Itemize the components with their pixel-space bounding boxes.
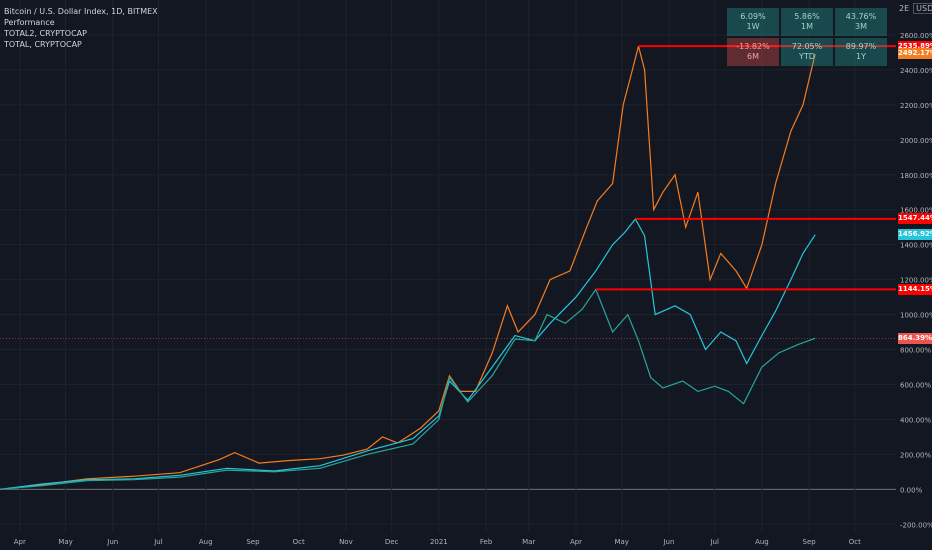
y-tick-label: 2200.00% [900, 102, 932, 110]
price-tag: 1456.92% [898, 229, 932, 241]
chart-legend: Bitcoin / U.S. Dollar Index, 1D, BITMEX … [4, 6, 158, 50]
performance-table: 6.09% 1W 5.86% 1M 43.76% 3M -13.82% 6M 72.05… [727, 8, 887, 66]
series-line-0 [0, 45, 816, 490]
x-tick-label: Sep [246, 538, 260, 546]
series-line-1 [0, 217, 816, 490]
x-tick-label: Mar [522, 538, 535, 546]
x-tick-label: Apr [14, 538, 26, 546]
legend-total2[interactable]: TOTAL2, CRYPTOCAP [4, 29, 87, 38]
x-tick-label: Dec [385, 538, 399, 546]
perf-cell-ytd: 72.05% YTD [781, 38, 833, 66]
x-tick-label: Jun [106, 538, 118, 546]
currency-selector[interactable]: 2E USD [899, 3, 932, 14]
y-tick-label: 1000.00% [900, 312, 932, 320]
legend-main-symbol[interactable]: Bitcoin / U.S. Dollar Index, 1D, BITMEX [4, 7, 158, 16]
y-tick-label: 2400.00% [900, 67, 932, 75]
x-tick-label: Jul [709, 538, 719, 546]
perf-cell-6m: -13.82% 6M [727, 38, 779, 66]
y-tick-label: 1200.00% [900, 277, 932, 285]
legend-indicator[interactable]: Performance [4, 18, 55, 27]
y-tick-label: 0.00% [900, 486, 923, 494]
perf-cell-1w: 6.09% 1W [727, 8, 779, 36]
price-tag: 864.39% [898, 332, 932, 344]
y-tick-label: 600.00% [900, 381, 931, 389]
x-tick-label: May [614, 538, 628, 546]
perf-cell-3m: 43.76% 3M [835, 8, 887, 36]
x-tick-label: Aug [199, 538, 213, 546]
perf-cell-1y: 89.97% 1Y [835, 38, 887, 66]
x-tick-label: Apr [570, 538, 582, 546]
y-tick-label: 1600.00% [900, 207, 932, 215]
zoom-label: 2E [899, 4, 910, 13]
x-tick-label: Jun [662, 538, 674, 546]
y-tick-label: 800.00% [900, 347, 931, 355]
x-tick-label: 2021 [430, 538, 448, 546]
y-tick-label: 1400.00% [900, 242, 932, 250]
price-tag: 2535.89% [898, 40, 932, 52]
x-tick-label: Oct [849, 538, 861, 546]
x-tick-label: Aug [755, 538, 769, 546]
y-tick-label: 2600.00% [900, 32, 932, 40]
price-tag: 1547.44% [898, 213, 932, 225]
series-line-2 [0, 288, 816, 490]
x-tick-label: May [58, 538, 72, 546]
x-tick-label: Nov [339, 538, 353, 546]
x-tick-label: Feb [480, 538, 493, 546]
y-tick-label: 400.00% [900, 416, 931, 424]
y-tick-label: 200.00% [900, 451, 931, 459]
x-tick-label: Sep [803, 538, 817, 546]
legend-total[interactable]: TOTAL, CRYPTOCAP [4, 40, 82, 49]
y-tick-label: 1800.00% [900, 172, 932, 180]
perf-cell-1m: 5.86% 1M [781, 8, 833, 36]
y-tick-label: 2000.00% [900, 137, 932, 145]
x-tick-label: Oct [293, 538, 305, 546]
y-tick-label: -200.00% [900, 521, 932, 529]
currency-unit[interactable]: USD [913, 3, 932, 14]
price-tag: 1144.15% [898, 283, 932, 295]
x-tick-label: Jul [153, 538, 163, 546]
price-tag: 2492.17% [898, 48, 932, 60]
